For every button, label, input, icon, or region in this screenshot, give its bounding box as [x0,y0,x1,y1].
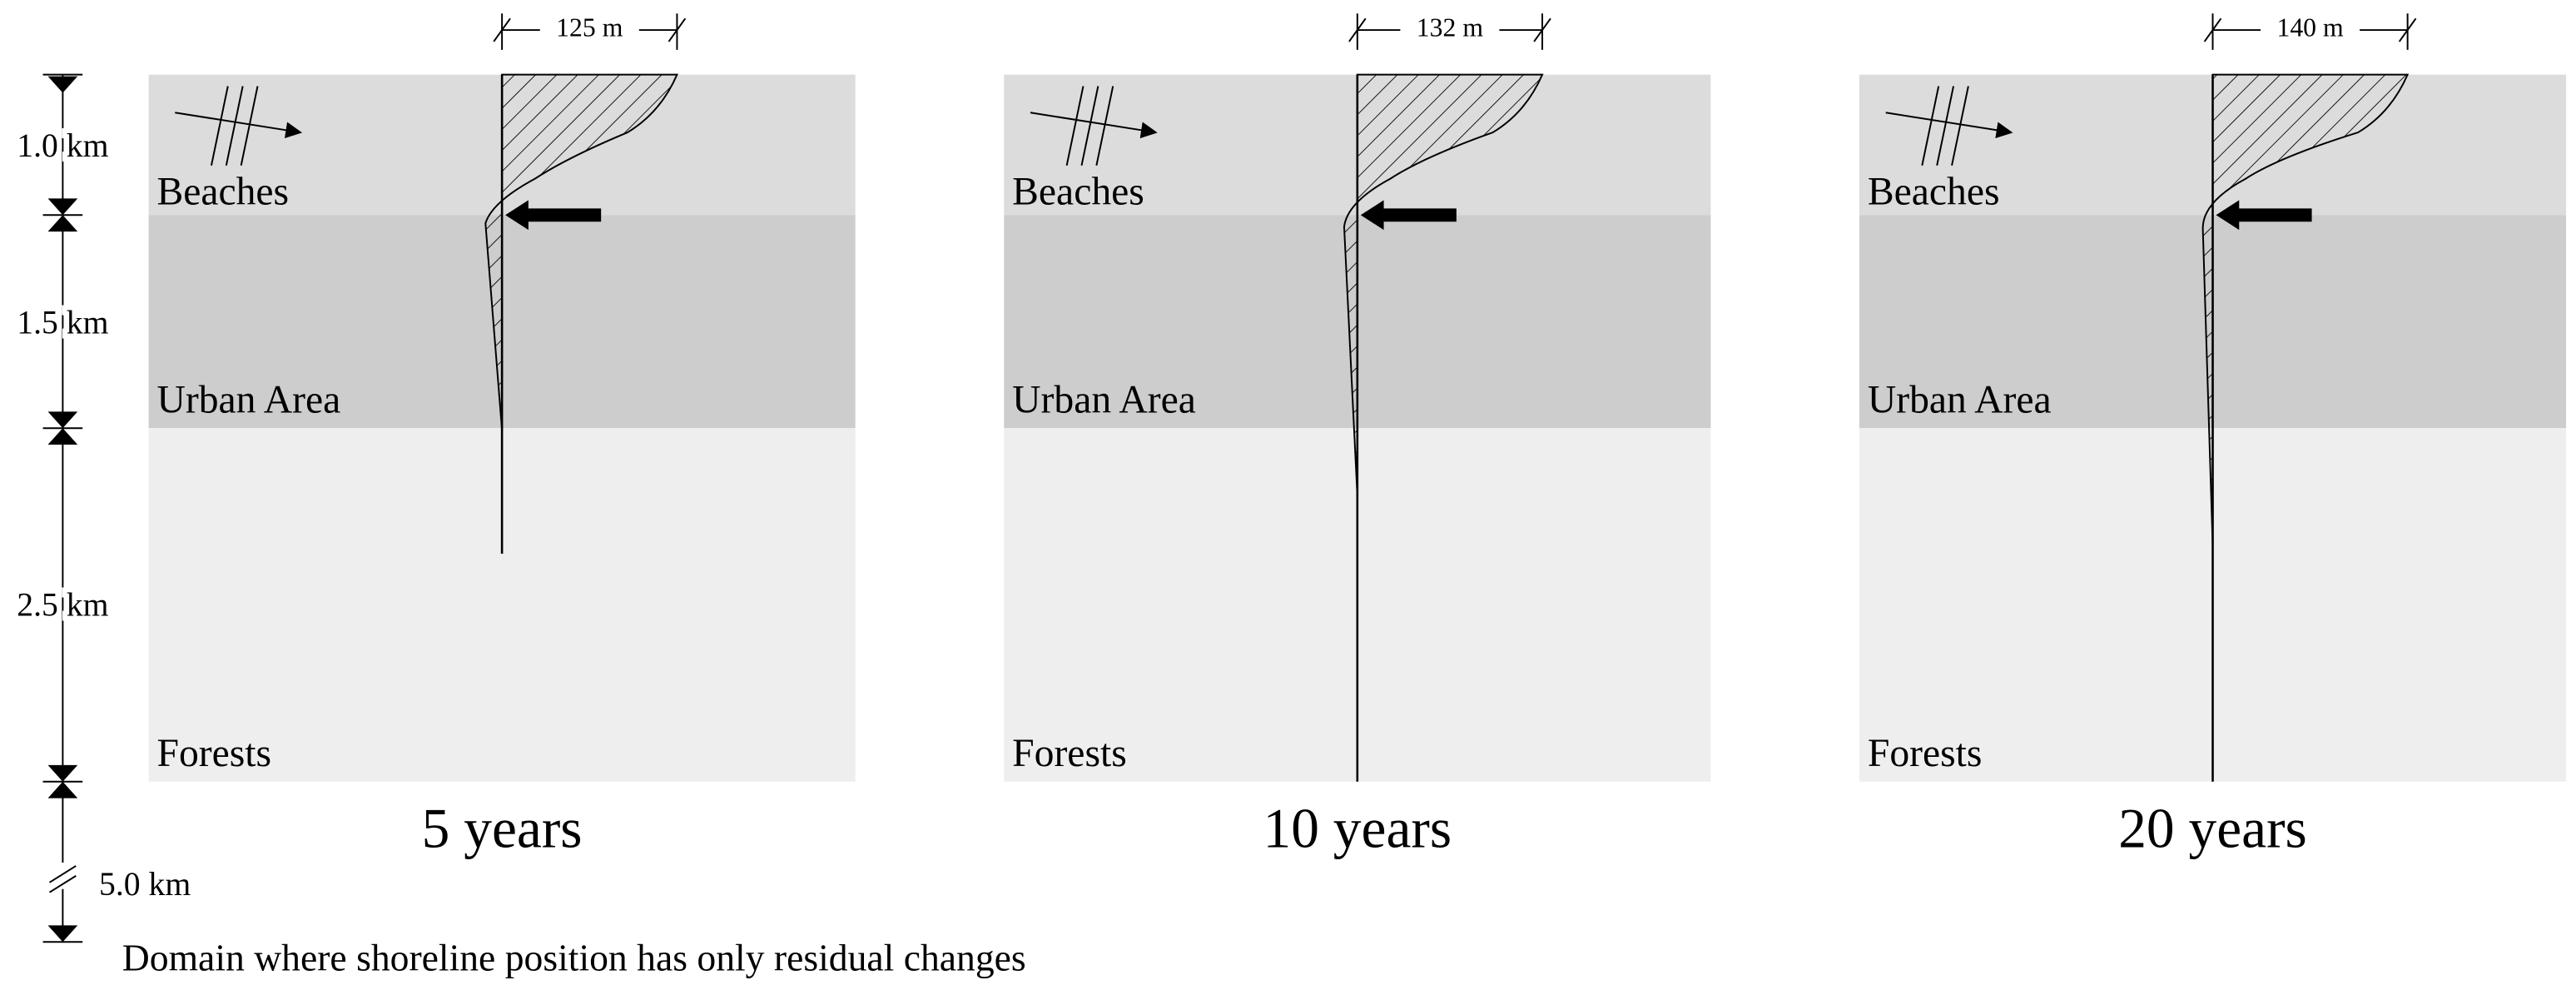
zone-label: Urban Area [1012,378,1196,421]
wave-crest [1951,86,1969,166]
zone-label: Forests [156,732,271,775]
dimension-bg [1400,13,1500,47]
scale-label: 5.0 km [99,866,191,903]
dimension-tick [668,17,687,42]
dimension-bg [539,13,639,47]
dimension-tick [1533,17,1551,42]
wave-crest [1095,86,1114,166]
shoreline-change [1343,73,1544,496]
wave-crest [1936,86,1955,166]
wave-crest [1921,86,1940,166]
wave-arrow [1885,112,2013,139]
wave-crest [225,86,244,166]
dimension-tick [2203,17,2222,42]
panel: Beaches Urban Area Forests 140 m 20 years [1859,12,2567,860]
dimension-tick [493,17,511,42]
panel-title: 5 years [422,798,583,860]
wave-crest [210,86,229,166]
dimension-tick [1348,17,1367,42]
pointer-arrow [2216,200,2312,231]
zone-label: Urban Area [1868,378,2052,421]
wave-crest [1065,86,1085,166]
wave-arrow [1030,112,1158,139]
zone-label: Forests [1868,732,1983,775]
panel-title: 20 years [2118,798,2307,860]
zone-label: Beaches [1868,170,2000,213]
width-label: 140 m [2276,12,2344,42]
wave-arrow [175,112,303,139]
width-label: 132 m [1417,12,1484,42]
wave-crest [240,86,259,166]
scale-bar: 1.0 km 1.5 km 2.5 km 5.0 km [12,73,191,943]
scale-label: 2.5 km [17,587,108,624]
panel-title: 10 years [1263,798,1452,860]
dimension-tick [2398,17,2417,42]
zone-label: Beaches [156,170,289,213]
shoreline-change [2201,73,2410,546]
pointer-arrow [1360,200,1457,231]
scale-label: 1.5 km [17,304,108,341]
shoreline-change [484,73,678,430]
pointer-arrow [505,200,602,231]
panel: Beaches Urban Area Forests 132 m 10 years [1004,12,1711,860]
zone-label: Urban Area [156,378,340,421]
footnote: Domain where shoreline position has only… [122,936,1026,978]
zone-label: Forests [1012,732,1127,775]
dimension-bg [2261,13,2360,47]
wave-crest [1080,86,1099,166]
width-label: 125 m [556,12,623,42]
zone-label: Beaches [1012,170,1144,213]
panel: Beaches Urban Area Forests 125 m 5 years [148,12,856,860]
scale-label: 1.0 km [17,127,108,164]
